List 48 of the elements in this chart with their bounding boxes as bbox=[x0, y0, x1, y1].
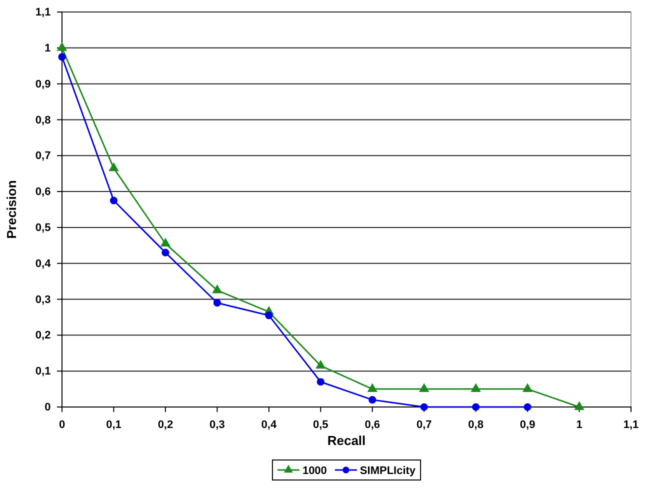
x-tick-label: 0 bbox=[58, 419, 66, 432]
point bbox=[213, 299, 221, 307]
y-tick-label: 0,4 bbox=[35, 258, 52, 270]
point bbox=[368, 396, 376, 404]
point bbox=[316, 360, 326, 369]
x-tick-label: 0,7 bbox=[416, 419, 432, 432]
point bbox=[367, 383, 378, 392]
y-tick-label: 0,5 bbox=[35, 222, 51, 234]
x-tick-label: 0,2 bbox=[158, 419, 174, 432]
y-tick-label: 0,3 bbox=[35, 294, 51, 306]
point bbox=[316, 378, 324, 386]
point bbox=[108, 162, 119, 172]
point bbox=[265, 312, 273, 320]
x-tick-label: 1 bbox=[576, 419, 582, 432]
x-tick-label: 0,8 bbox=[468, 419, 484, 432]
y-tick-label: 0 bbox=[44, 402, 51, 414]
point bbox=[56, 42, 68, 51]
y-tick-label: 0,8 bbox=[35, 114, 51, 126]
y-tick-label: 1 bbox=[44, 42, 51, 54]
point bbox=[212, 284, 222, 294]
point bbox=[470, 383, 481, 392]
legend-label: SIMPLIcity bbox=[360, 465, 416, 477]
y-tick-label: 0,7 bbox=[35, 150, 51, 162]
x-tick-label: 0,9 bbox=[520, 419, 536, 432]
point bbox=[160, 238, 171, 247]
x-axis-title: Recall bbox=[327, 433, 366, 448]
y-tick-label: 0,9 bbox=[35, 78, 51, 90]
x-tick-label: 0,3 bbox=[210, 419, 225, 432]
point bbox=[472, 403, 480, 411]
y-tick-label: 1,1 bbox=[35, 6, 51, 19]
point bbox=[110, 196, 118, 204]
y-tick-label: 0,2 bbox=[35, 330, 51, 342]
y-tick-label: 0,6 bbox=[35, 186, 51, 198]
point bbox=[162, 248, 170, 256]
x-tick-label: 0,1 bbox=[106, 419, 122, 432]
point bbox=[574, 401, 584, 410]
point bbox=[420, 403, 428, 411]
y-tick-label: 0,1 bbox=[35, 366, 51, 378]
point bbox=[522, 383, 533, 392]
legend-label: 1000 bbox=[302, 465, 327, 477]
x-tick-label: 0,4 bbox=[261, 419, 278, 432]
x-tick-label: 0,5 bbox=[312, 419, 328, 432]
x-tick-label: 0,6 bbox=[364, 419, 380, 432]
point bbox=[58, 53, 66, 61]
point bbox=[418, 383, 430, 392]
x-tick-label: 1,1 bbox=[623, 419, 639, 432]
y-axis-title: Precision bbox=[4, 180, 19, 239]
point bbox=[524, 403, 532, 411]
